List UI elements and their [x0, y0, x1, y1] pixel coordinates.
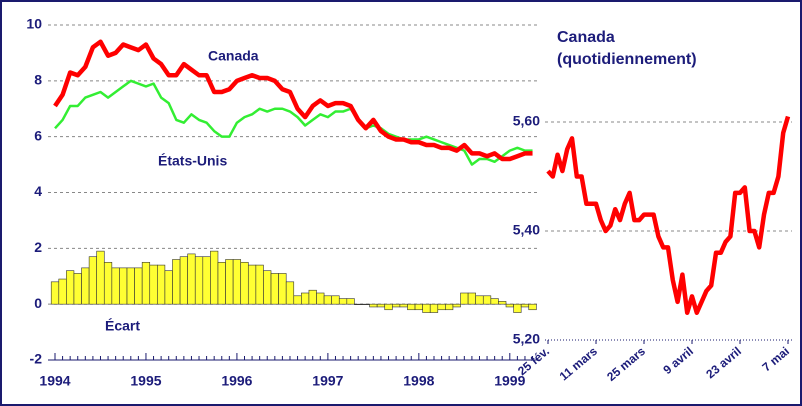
line-series [53, 39, 533, 162]
bar [452, 303, 461, 308]
series-label: Écart [105, 318, 140, 334]
x-tick-label: 1995 [130, 373, 161, 389]
bar [285, 281, 295, 305]
bar [103, 261, 113, 305]
bar [66, 270, 75, 305]
line-series [546, 115, 791, 315]
bar [73, 273, 82, 305]
bar [301, 292, 310, 305]
bar [445, 303, 454, 311]
bar [346, 298, 355, 305]
bar [384, 303, 393, 311]
bar [498, 301, 507, 305]
bar [482, 295, 492, 305]
bar [58, 278, 67, 305]
chart-title: Canada [557, 29, 615, 46]
bar [96, 250, 105, 305]
bar [293, 295, 302, 305]
bar [210, 250, 219, 305]
bar [141, 261, 151, 305]
x-tick-label: 1999 [494, 373, 525, 389]
bar [308, 289, 317, 305]
y-tick-label: 6 [34, 127, 42, 143]
y-tick-label: 8 [34, 72, 42, 88]
bar [467, 292, 476, 305]
bar [263, 270, 272, 305]
y-tick-label: 2 [34, 239, 42, 255]
bar [475, 295, 484, 305]
bar [134, 267, 143, 305]
bar [270, 273, 279, 305]
x-tick-label: 1994 [39, 373, 70, 389]
bar [407, 303, 416, 311]
y-tick-label: 4 [34, 183, 42, 199]
bar [513, 303, 522, 313]
x-tick-label: 1996 [221, 373, 252, 389]
bar [255, 264, 264, 305]
bar [187, 253, 196, 305]
bar [50, 281, 60, 305]
bar [361, 303, 370, 305]
bar [376, 303, 386, 308]
bar [528, 303, 537, 311]
series-label: Canada [208, 48, 259, 64]
y-tick-label: 0 [34, 295, 42, 311]
bar [422, 303, 431, 313]
bar [247, 264, 257, 305]
chart-subtitle: (quotidiennement) [557, 51, 697, 68]
y-tick-label: 5,40 [513, 222, 540, 238]
bar [520, 303, 530, 308]
bar [437, 303, 446, 311]
y-tick-label: 10 [26, 16, 42, 32]
y-tick-label: 5,20 [513, 331, 540, 347]
bar [111, 267, 120, 305]
x-tick-label: 1998 [403, 373, 434, 389]
bar [157, 264, 166, 305]
bar [490, 298, 499, 305]
bar [399, 303, 408, 308]
bar [217, 261, 226, 305]
bar [460, 292, 469, 305]
bar [179, 256, 188, 305]
bar [338, 298, 348, 305]
bar [392, 303, 401, 308]
bar [126, 267, 135, 305]
x-tick-label: 1997 [312, 373, 343, 389]
bar [81, 267, 90, 305]
bar [429, 303, 439, 313]
bar [232, 259, 242, 305]
series-label: États-Unis [158, 153, 227, 169]
bar [149, 264, 158, 305]
bar [119, 267, 128, 305]
bar [194, 256, 204, 305]
bar [172, 259, 181, 305]
bar [240, 261, 249, 305]
line-series [54, 79, 533, 166]
y-tick-label: 5,60 [513, 113, 540, 129]
bar [331, 295, 340, 305]
bar [316, 292, 325, 305]
bar [369, 303, 378, 308]
bar [414, 303, 423, 311]
bar [88, 256, 97, 305]
bar [202, 256, 211, 305]
bar [323, 295, 332, 305]
bar [278, 273, 287, 305]
bar [164, 270, 173, 305]
bar [354, 303, 363, 305]
y-tick-label: -2 [30, 351, 43, 367]
bar [505, 303, 514, 308]
bar [225, 259, 234, 305]
